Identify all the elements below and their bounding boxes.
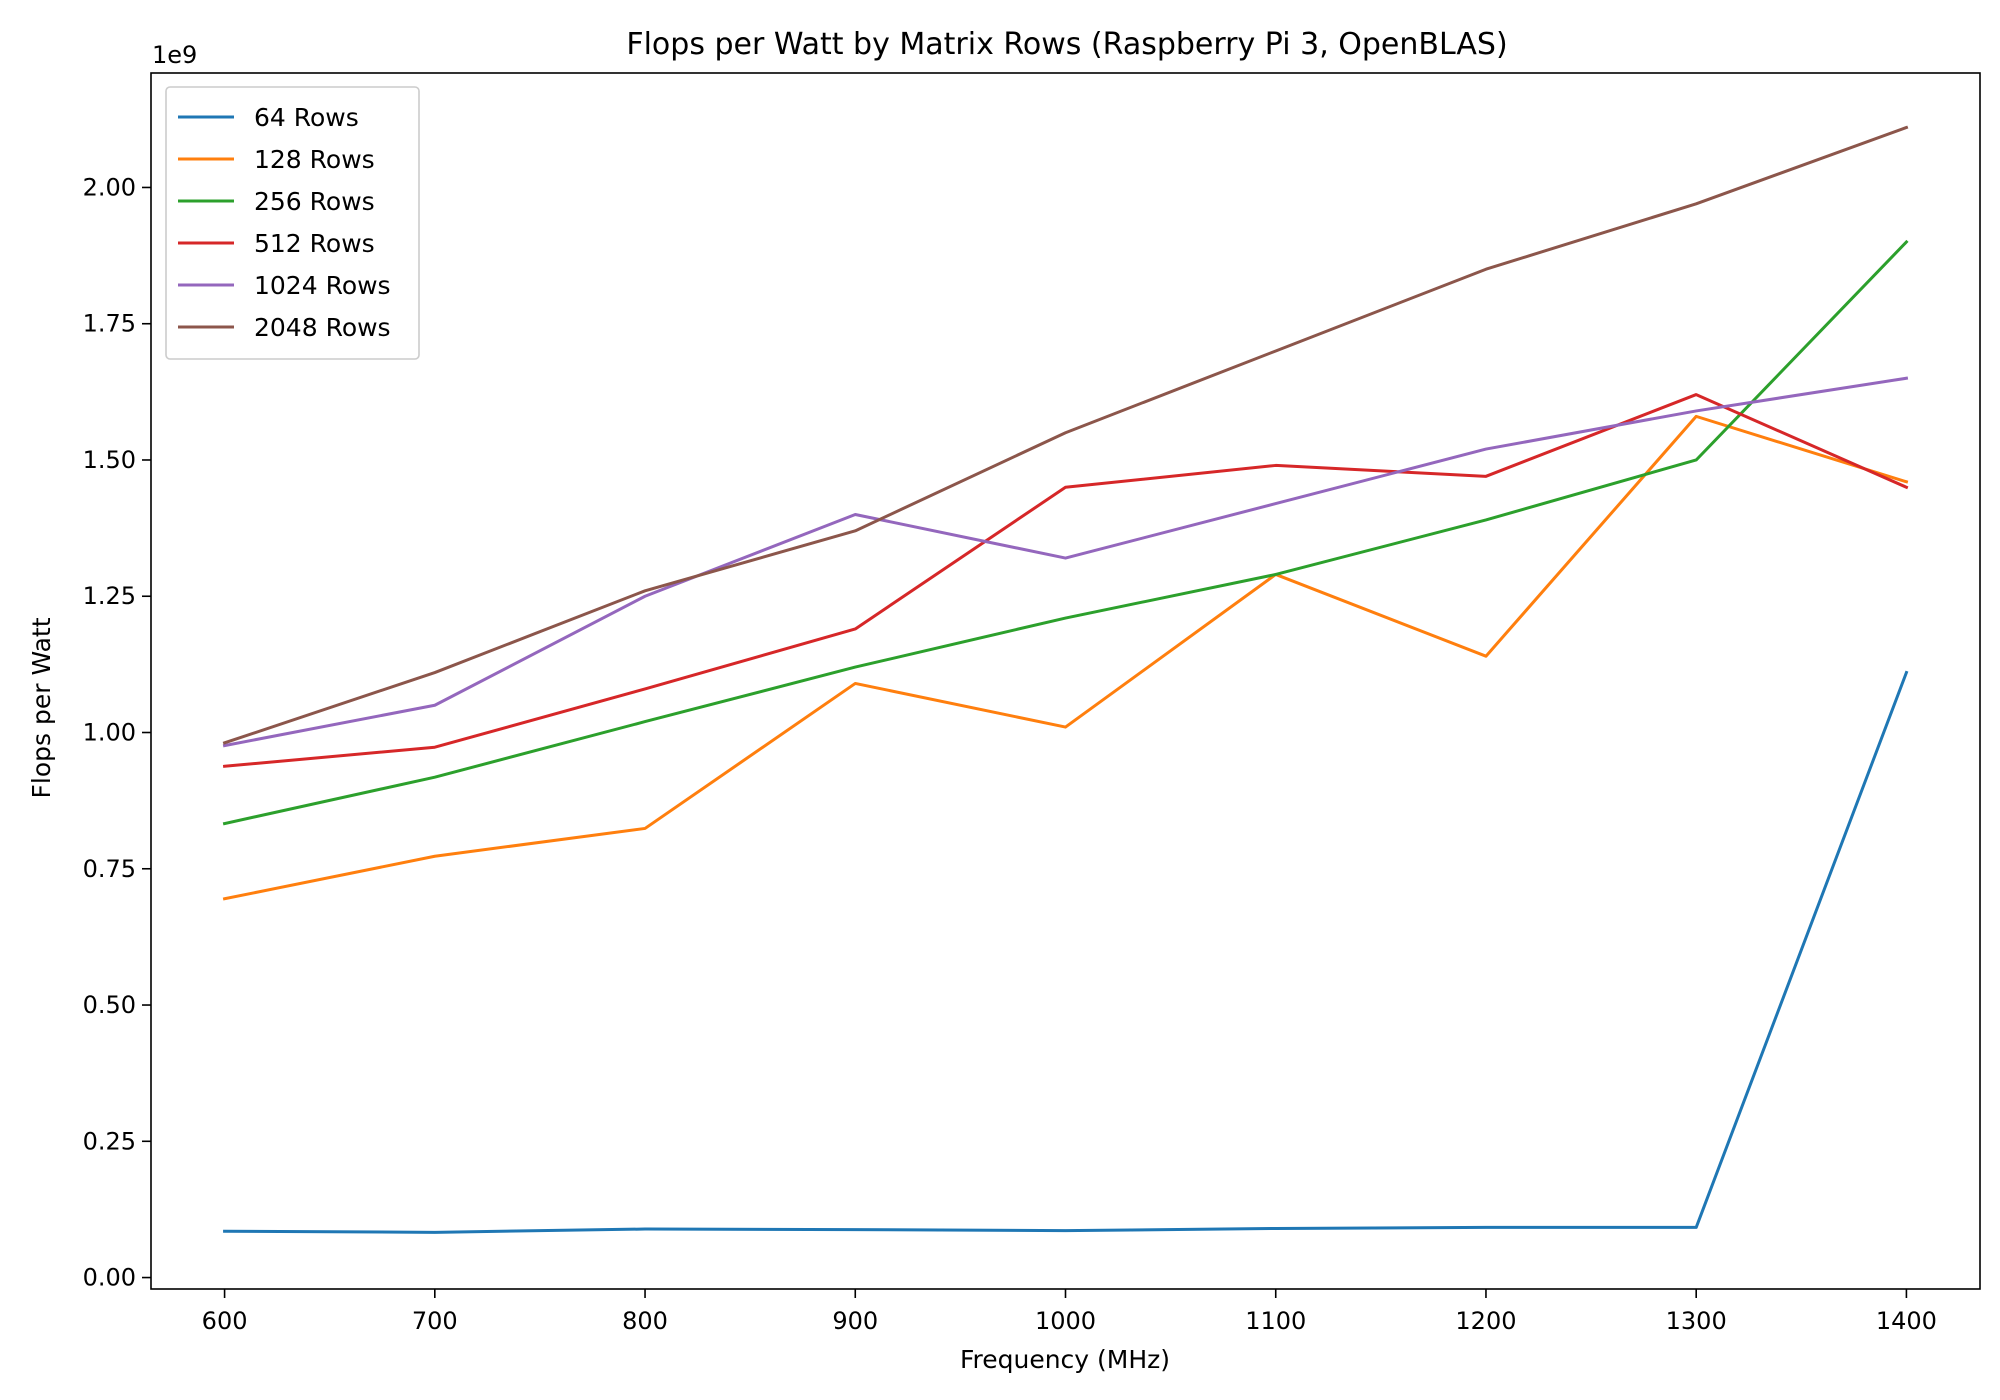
legend-label-128-rows: 128 Rows [254,145,375,174]
x-tick-label: 700 [412,1307,458,1335]
x-tick-label: 1000 [1035,1307,1096,1335]
y-axis-offset-label: 1e9 [152,41,197,69]
x-axis: 600 700 800 900 1000 1100 1200 1300 1400 [202,1289,1937,1335]
series-line-256-rows [222,239,1909,826]
y-axis: 0.00 0.25 0.50 0.75 1.00 1.25 1.50 1.75 2.00 [83,173,151,1292]
x-tick-label: 1200 [1455,1307,1516,1335]
chart-title: Flops per Watt by Matrix Rows (Raspberry… [626,27,1507,62]
y-tick-label: 0.25 [83,1127,136,1155]
y-tick-label: 2.00 [83,173,136,201]
series-line-128-rows [222,414,1909,901]
legend: 64 Rows 128 Rows 256 Rows 512 Rows 1024 Rows… [165,86,420,360]
legend-label-256-rows: 256 Rows [254,187,375,216]
y-tick-label: 0.00 [83,1264,136,1292]
x-axis-label: Frequency (MHz) [960,1345,1170,1374]
y-tick-label: 1.00 [83,719,136,747]
x-tick-label: 600 [202,1307,248,1335]
legend-label-1024-rows: 1024 Rows [254,271,391,300]
series-line-512-rows [222,393,1909,768]
series-line-64-rows [223,670,1909,1234]
y-tick-label: 1.25 [83,582,136,610]
legend-box [165,86,420,360]
x-tick-label: 1400 [1876,1307,1937,1335]
y-axis-label: Flops per Watt [27,617,56,798]
y-tick-label: 0.75 [83,855,136,883]
legend-label-2048-rows: 2048 Rows [254,313,391,342]
series-layer [222,125,1909,1234]
x-tick-label: 900 [832,1307,878,1335]
x-tick-label: 1100 [1245,1307,1306,1335]
x-tick-label: 800 [622,1307,668,1335]
series-line-1024-rows [222,376,1909,748]
y-tick-label: 1.50 [83,446,136,474]
y-tick-label: 0.50 [83,991,136,1019]
series-line-2048-rows [222,125,1909,745]
y-tick-label: 1.75 [83,310,136,338]
legend-label-512-rows: 512 Rows [254,229,375,258]
legend-label-64-rows: 64 Rows [254,103,359,132]
x-tick-label: 1300 [1666,1307,1727,1335]
